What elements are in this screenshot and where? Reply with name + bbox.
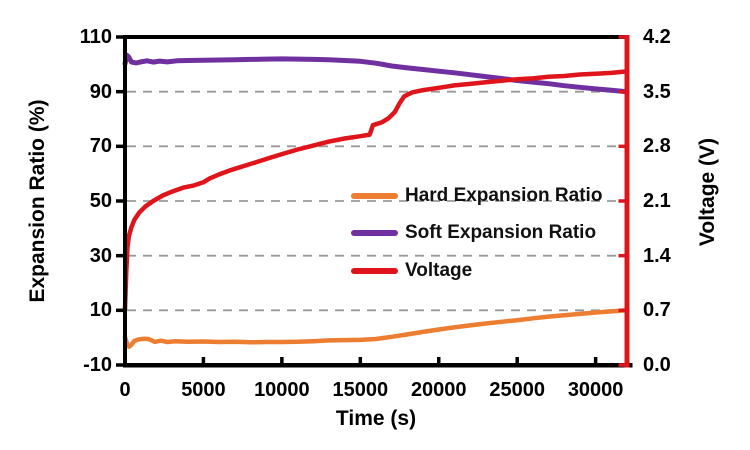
- hard-expansion-line-swatch: [351, 193, 398, 199]
- y-left-tick-label: -10: [83, 354, 112, 376]
- x-tick: [123, 357, 127, 363]
- top-axis-spine: [123, 35, 630, 39]
- y-right-axis-title: Voltage (V): [696, 137, 719, 247]
- y-left-tick-label: 70: [89, 135, 112, 158]
- legend-item-hard-expansion-ratio: Hard Expansion Ratio: [351, 184, 602, 208]
- y-right-tick-label: 3.5: [643, 80, 671, 103]
- x-tick-label: 15000: [332, 379, 389, 401]
- x-tick: [437, 357, 441, 363]
- series-line-voltage: [122, 69, 630, 312]
- x-tick: [593, 357, 598, 363]
- y-right-tick: [618, 144, 625, 149]
- x-tick-label: 20000: [410, 379, 467, 401]
- y-left-tick-label: 110: [79, 26, 112, 48]
- x-axis-title: Time (s): [335, 407, 417, 430]
- legend-item-soft-expansion-ratio: Soft Expansion Ratio: [351, 221, 596, 245]
- y-left-tick: [116, 35, 123, 39]
- legend-label: Voltage: [405, 260, 473, 281]
- x-tick: [280, 357, 284, 363]
- y-left-axis-spine: [123, 35, 127, 367]
- x-tick-label: 10000: [254, 379, 310, 401]
- y-right-tick: [618, 89, 625, 94]
- y-right-tick: [618, 35, 625, 39]
- soft-expansion-line-swatch: [351, 230, 398, 236]
- y-left-tick: [116, 363, 123, 367]
- y-right-tick-label: 0.0: [643, 354, 671, 376]
- y-right-axis-spine: [624, 35, 630, 368]
- y-left-tick-label: 50: [89, 190, 112, 212]
- y-right-tick: [618, 363, 625, 367]
- y-right-tick-label: 1.4: [643, 244, 671, 267]
- y-left-tick: [116, 308, 123, 313]
- y-right-tick: [618, 253, 625, 258]
- y-left-tick-label: 90: [89, 80, 112, 103]
- x-axis-spine: [123, 363, 633, 368]
- series-line-hard-expansion-ratio: [122, 308, 630, 349]
- x-tick-label: 30000: [567, 379, 624, 401]
- y-right-tick: [618, 199, 625, 203]
- x-tick: [201, 357, 206, 363]
- y-left-tick-label: 30: [89, 244, 112, 267]
- y-left-tick: [116, 199, 123, 203]
- x-tick: [358, 357, 363, 363]
- y-left-tick: [116, 144, 123, 149]
- y-left-tick: [116, 89, 123, 94]
- y-right-tick-label: 2.8: [643, 135, 671, 158]
- y-left-axis-title: Expansion Ratio (%): [26, 99, 49, 303]
- voltage-line-swatch: [351, 268, 398, 274]
- x-tick-label: 0: [119, 379, 131, 401]
- y-left-tick-label: 10: [89, 299, 112, 322]
- x-tick: [515, 357, 519, 363]
- series-line-soft-expansion-ratio: [122, 52, 630, 95]
- y-left-tick: [116, 253, 123, 258]
- y-right-tick: [618, 308, 625, 313]
- y-right-tick-label: 2.1: [643, 190, 671, 212]
- legend-label: Hard Expansion Ratio: [405, 185, 603, 206]
- legend-label: Soft Expansion Ratio: [405, 222, 597, 243]
- y-right-tick-label: 0.7: [643, 299, 671, 322]
- x-tick-label: 5000: [181, 379, 226, 401]
- legend-item-voltage: Voltage: [351, 259, 472, 283]
- y-right-tick-label: 4.2: [643, 26, 671, 48]
- x-tick-label: 25000: [489, 379, 545, 401]
